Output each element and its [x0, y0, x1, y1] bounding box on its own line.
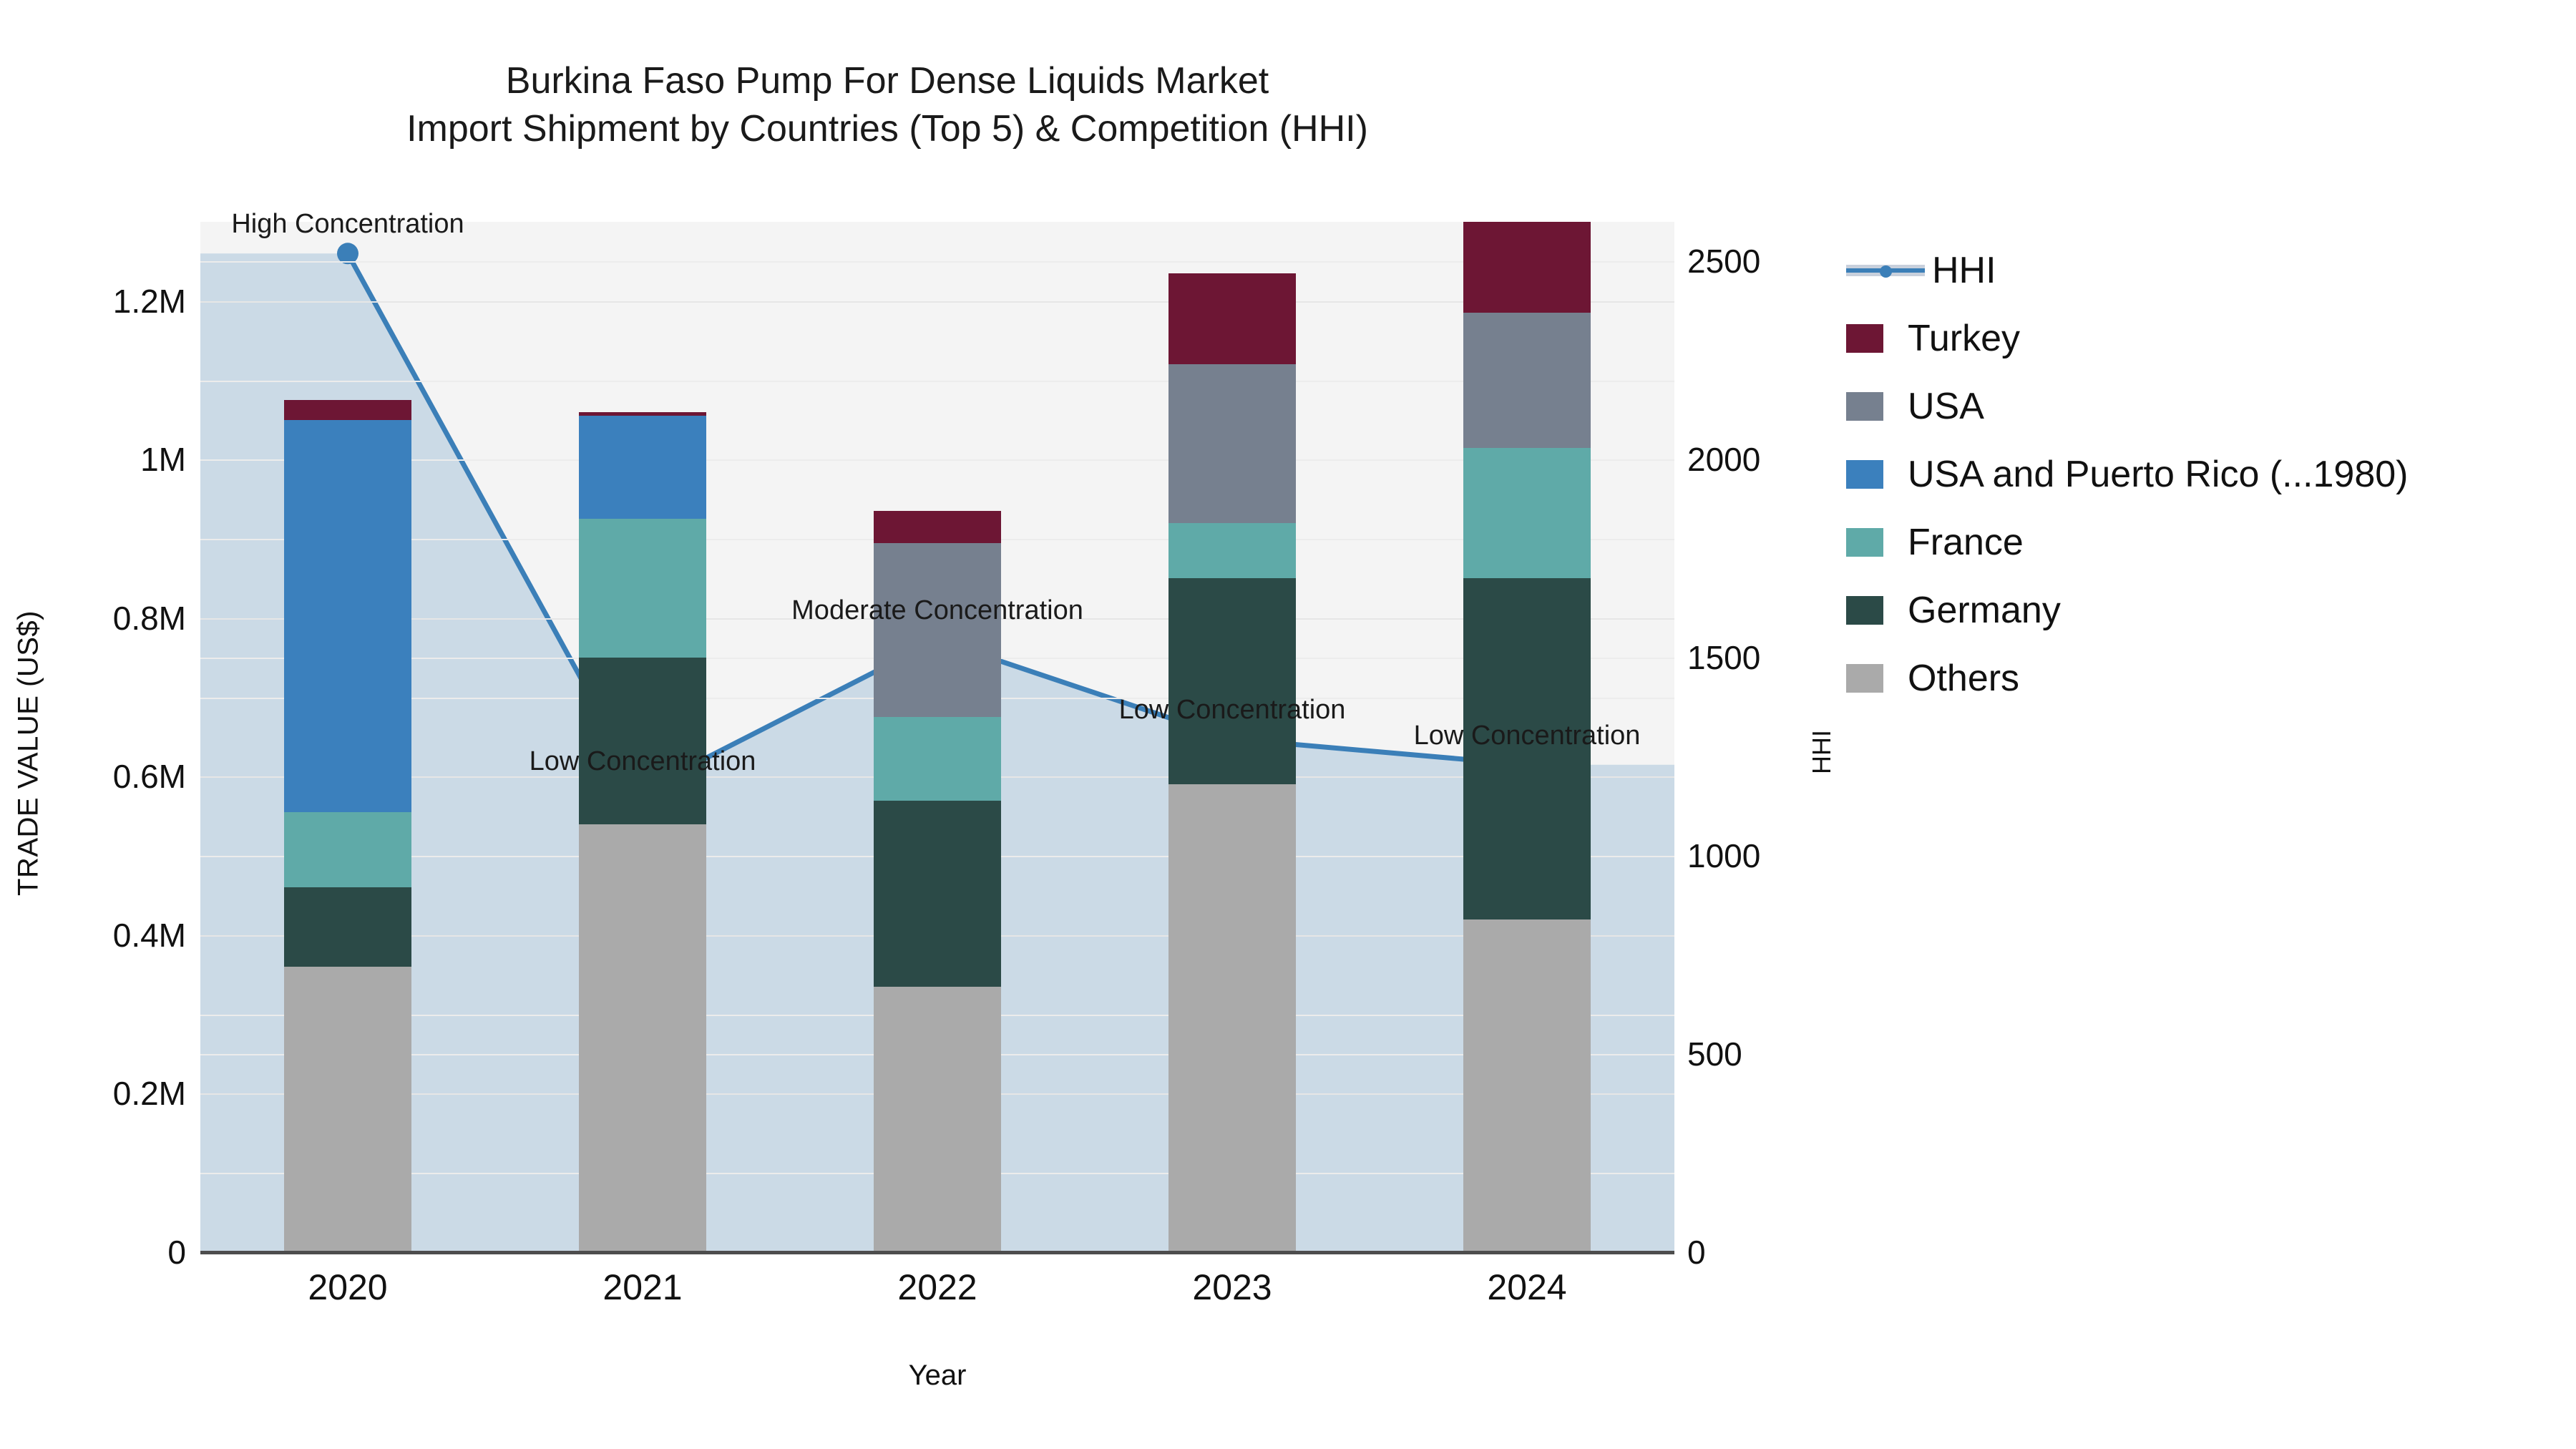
y-axis-left-tick: 1.2M [112, 282, 186, 320]
y-axis-left-ticks: 0 0.2M 0.4M 0.6M 0.8M 1M 1.2M [0, 0, 187, 1449]
bar-segment[interactable] [284, 967, 411, 1252]
bar-segment[interactable] [284, 887, 411, 967]
x-axis-tick: 2023 [1192, 1267, 1272, 1307]
bar-segment[interactable] [1463, 447, 1591, 579]
x-axis-tick: 2024 [1487, 1267, 1567, 1307]
legend-label: Others [1908, 657, 2020, 699]
y-axis-left-tick: 0.2M [112, 1075, 186, 1113]
legend-item-usa-and-puerto-rico-1980[interactable]: USA and Puerto Rico (...1980) [1846, 440, 2562, 508]
chart-title-line2: Import Shipment by Countries (Top 5) & C… [406, 107, 1368, 150]
concentration-annotation: Moderate Concentration [791, 595, 1083, 626]
bar-segment[interactable] [874, 542, 1001, 718]
y-axis-right-title: HHI [1807, 730, 1836, 774]
bar-segment[interactable] [1169, 522, 1296, 579]
concentration-annotation: Low Concentration [529, 746, 756, 776]
bar-segment[interactable] [579, 411, 706, 416]
y-axis-left-tick: 0.6M [112, 758, 186, 796]
legend-swatch [1846, 527, 1883, 557]
legend-label: Germany [1908, 589, 2061, 631]
bar-segment[interactable] [1169, 364, 1296, 523]
x-axis-tick: 2020 [308, 1267, 388, 1307]
bar-segment[interactable] [874, 511, 1001, 543]
legend-item-turkey[interactable]: Turkey [1846, 304, 2562, 372]
y-axis-right-tick: 2500 [1687, 243, 1761, 280]
y-axis-left-tick: 0 [167, 1234, 186, 1271]
bar-segment[interactable] [284, 419, 411, 813]
hhi-marker[interactable] [337, 243, 358, 265]
bar-stack[interactable] [284, 222, 411, 1252]
legend-label: Turkey [1908, 317, 2020, 359]
y-axis-right-tick: 1500 [1687, 639, 1761, 677]
bar-segment[interactable] [1169, 273, 1296, 365]
bar-segment[interactable] [579, 824, 706, 1252]
bar-segment[interactable] [1463, 313, 1591, 448]
bar-segment[interactable] [579, 658, 706, 824]
legend-swatch [1846, 663, 1883, 693]
plot-area [200, 222, 1674, 1252]
concentration-annotation: Low Concentration [1118, 694, 1346, 725]
y-axis-left-tick: 0.8M [112, 599, 186, 637]
legend-swatch [1846, 459, 1883, 489]
bar-segment[interactable] [284, 812, 411, 888]
y-axis-left-tick: 1M [140, 441, 186, 479]
y-axis-left-title: TRADE VALUE (US$) [12, 610, 44, 896]
gridline-right [200, 459, 1674, 462]
y-axis-right-ticks: 0 500 1000 1500 2000 2500 [1686, 0, 1901, 1449]
x-axis-tick: 2021 [602, 1267, 683, 1307]
bar-segment[interactable] [1463, 222, 1591, 313]
legend-label: USA and Puerto Rico (...1980) [1908, 453, 2409, 495]
bar-segment[interactable] [284, 400, 411, 420]
bar-stack[interactable] [1463, 222, 1591, 1252]
legend-line-marker [1846, 256, 1925, 285]
legend-item-usa[interactable]: USA [1846, 372, 2562, 440]
legend-label: HHI [1932, 249, 1996, 291]
bar-segment[interactable] [1463, 578, 1591, 919]
bar-segment[interactable] [874, 717, 1001, 801]
x-axis-tick: 2022 [897, 1267, 977, 1307]
legend-item-others[interactable]: Others [1846, 644, 2562, 712]
bar-segment[interactable] [579, 519, 706, 658]
bar-stack[interactable] [1169, 222, 1296, 1252]
legend-label: USA [1908, 385, 1984, 427]
y-axis-right-tick: 2000 [1687, 441, 1761, 479]
bar-segment[interactable] [1169, 578, 1296, 785]
bar-stack[interactable] [579, 222, 706, 1252]
legend-item-france[interactable]: France [1846, 508, 2562, 576]
legend-swatch [1846, 391, 1883, 421]
chart-title-line1: Burkina Faso Pump For Dense Liquids Mark… [505, 60, 1269, 102]
x-axis-title: Year [908, 1360, 967, 1391]
concentration-annotation: High Concentration [231, 209, 464, 240]
legend-swatch [1846, 323, 1883, 353]
bar-stack[interactable] [874, 222, 1001, 1252]
gridline-right [200, 261, 1674, 263]
bar-segment[interactable] [1463, 919, 1591, 1252]
chart-legend: HHI Turkey USA USA and Puerto Rico (...1980… [1846, 236, 2562, 712]
y-axis-right-tick: 0 [1687, 1234, 1706, 1271]
y-axis-right-tick: 500 [1687, 1035, 1742, 1073]
legend-item-hhi[interactable]: HHI [1846, 236, 2562, 304]
legend-swatch [1846, 595, 1883, 625]
y-axis-left-tick: 0.4M [112, 916, 186, 954]
bar-segment[interactable] [579, 416, 706, 519]
legend-item-germany[interactable]: Germany [1846, 576, 2562, 644]
legend-label: France [1908, 521, 2024, 563]
bar-segment[interactable] [874, 986, 1001, 1252]
gridline [200, 380, 1674, 382]
bar-segment[interactable] [1169, 784, 1296, 1252]
gridline [200, 301, 1674, 303]
concentration-annotation: Low Concentration [1413, 720, 1641, 751]
chart-title: Burkina Faso Pump For Dense Liquids Mark… [0, 57, 1775, 152]
y-axis-right-tick: 1000 [1687, 837, 1761, 875]
x-axis-line [200, 1251, 1674, 1254]
bar-segment[interactable] [874, 800, 1001, 987]
